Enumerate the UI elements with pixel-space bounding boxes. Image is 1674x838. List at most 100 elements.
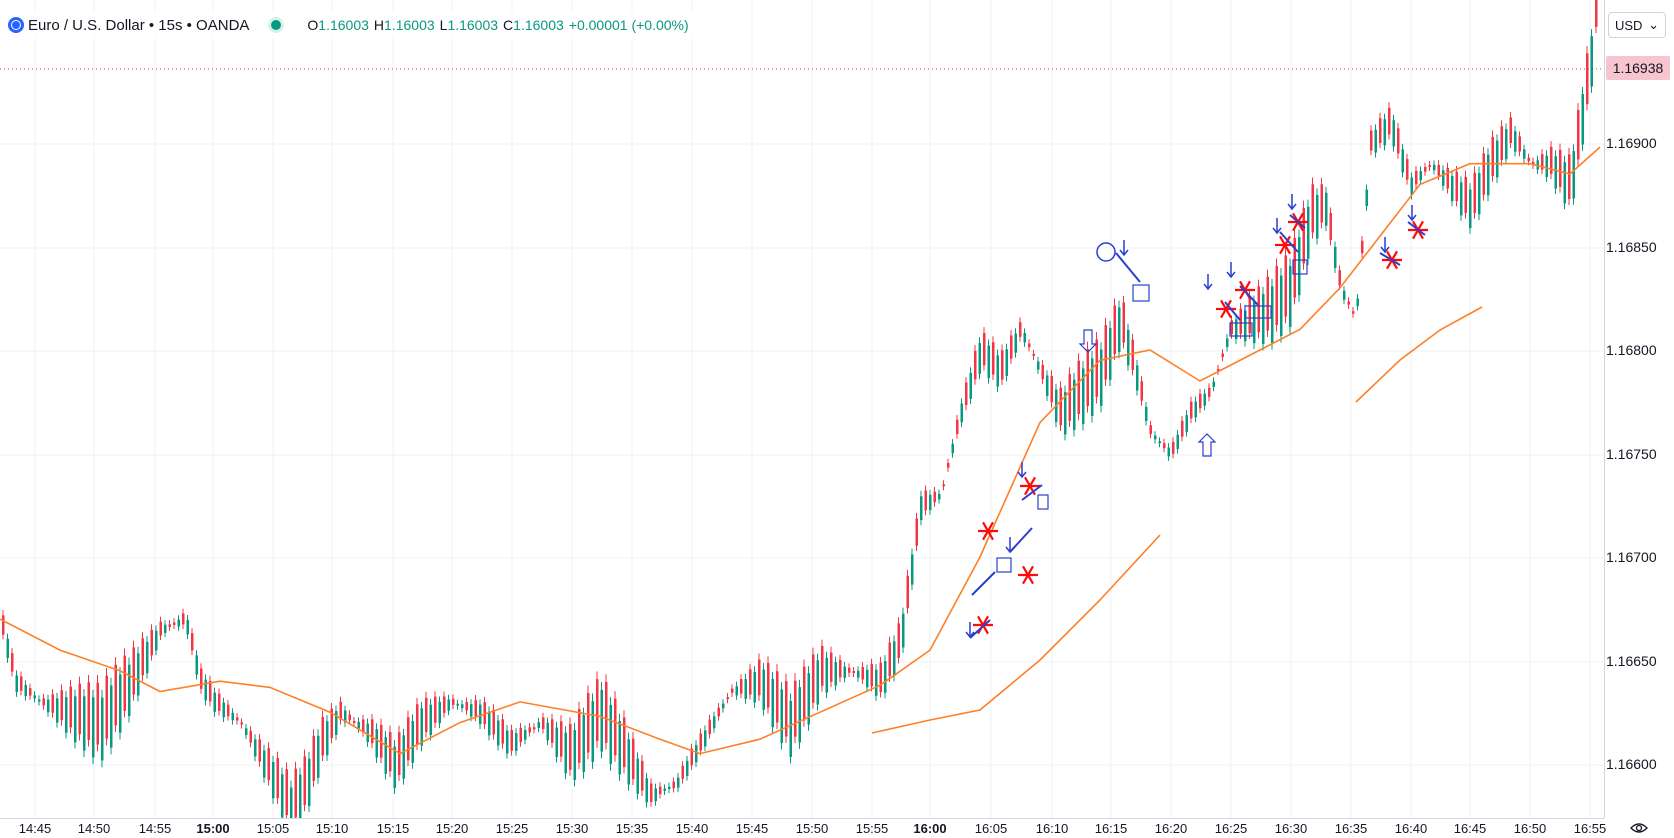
candle [992,342,995,375]
candle [1185,415,1188,432]
candle [686,760,689,776]
candle [1374,129,1377,153]
time-axis-label: 16:40 [1394,821,1428,836]
time-axis-label: 15:20 [435,821,469,836]
candle [627,739,630,785]
candle [51,694,54,713]
candle [857,670,860,678]
candle [632,738,635,780]
candle [560,721,563,757]
candle [1208,387,1211,397]
down-arrow-icon [1407,205,1417,222]
candle [357,721,360,729]
candle [1577,110,1580,160]
candle [1293,237,1296,298]
candle [1064,392,1067,435]
candle [879,662,882,693]
price-axis-label: 1.16900 [1606,135,1657,151]
candle [1541,154,1544,170]
time-axis-label: 14:55 [138,821,172,836]
signal-star-icon [1220,299,1232,319]
candle [1190,401,1193,419]
candle [159,621,162,636]
candle [195,655,198,675]
candle [1257,286,1260,333]
time-axis[interactable]: 14:45 14:50 14:55 15:00 15:05 15:10 15:15 15:20… [0,818,1606,838]
candle [339,701,342,720]
candle [1199,393,1202,409]
hollow-up-arrow-icon [1197,433,1217,457]
candle [996,355,999,387]
down-arrow-icon [1203,274,1213,291]
candle [749,669,752,695]
candle [1307,206,1310,259]
signal-box [1132,284,1150,302]
candle [1212,381,1215,388]
candle [263,750,266,778]
candle [726,697,729,700]
price-chart[interactable] [0,0,1604,818]
candle [321,716,324,756]
candle [1482,153,1485,195]
candle [236,717,239,721]
candle [47,699,50,713]
currency-button[interactable]: USD ⌄ [1608,12,1666,38]
candle [1037,361,1040,370]
candle [483,702,486,725]
symbol-title[interactable]: Euro / U.S. Dollar • 15s • OANDA [28,16,250,34]
candle [326,721,329,756]
candle [812,654,815,703]
signal-box [1292,259,1308,275]
candle [407,717,410,761]
candle [672,781,675,789]
candle [146,641,149,674]
candle [1505,129,1508,160]
candle [1401,149,1404,173]
time-axis-label: 16:35 [1334,821,1368,836]
current-price-badge: 1.16938 [1606,56,1670,80]
candle [150,629,153,656]
signal-trend-segment [971,571,996,596]
candle [389,731,392,772]
candle [1023,333,1026,343]
candle [605,682,608,743]
candle [1478,173,1481,215]
eye-settings-icon[interactable] [1630,820,1648,836]
price-axis[interactable] [1604,0,1674,818]
candle [708,719,711,734]
candle [330,708,333,738]
candle [1122,302,1125,343]
candle [609,704,612,764]
candle [281,774,284,818]
candle [78,683,81,735]
candle [1572,151,1575,199]
candle [659,786,662,795]
candle [650,783,653,802]
signal-trend-segment [1021,484,1043,501]
candle [1172,441,1175,454]
candle [573,730,576,781]
candle [1140,381,1143,401]
candle [1446,167,1449,189]
ohlc-high: H1.16003 [373,17,435,33]
candle [920,496,923,521]
candle [29,688,32,696]
signal-trend-segment [1279,231,1299,253]
candle [839,660,842,678]
time-axis-label: 15:30 [555,821,589,836]
candle [1253,301,1256,344]
candle [969,372,972,399]
ohlc-change: +0.00001 (+0.00%) [568,17,689,33]
candle [780,689,783,744]
candle [893,641,896,676]
down-arrow-icon [1005,537,1015,554]
chart-area[interactable] [0,0,1604,818]
candle [254,739,257,757]
candle [1104,325,1107,380]
candle [1343,290,1346,300]
candle [402,735,405,779]
candle [1451,176,1454,202]
time-axis-label: 16:05 [974,821,1008,836]
candle [888,642,891,677]
candle [546,722,549,741]
